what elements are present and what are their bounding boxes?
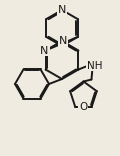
Text: N: N xyxy=(58,5,66,15)
Text: O: O xyxy=(79,102,88,112)
Text: N: N xyxy=(59,36,67,46)
Text: NH: NH xyxy=(87,61,102,71)
Text: N: N xyxy=(40,46,49,56)
